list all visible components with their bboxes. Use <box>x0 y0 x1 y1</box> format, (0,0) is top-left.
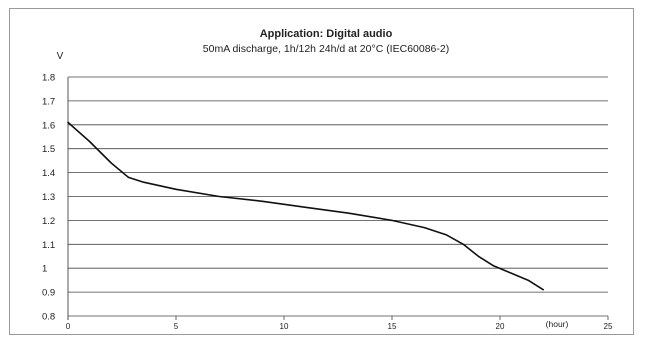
series-line <box>67 121 545 291</box>
y-tick-label: 1.3 <box>42 192 55 203</box>
x-tick-label: 10 <box>280 322 289 331</box>
x-tick-label: 25 <box>604 322 613 331</box>
y-axis-label: V <box>57 51 64 62</box>
chart-subtitle: 50mA discharge, 1h/12h 24h/d at 20°C (IE… <box>203 43 449 55</box>
y-tick-label: 1 <box>42 264 47 275</box>
y-tick-label: 1.5 <box>42 144 55 155</box>
y-tick-label: 1.1 <box>42 240 55 251</box>
y-tick-label: 1.2 <box>42 216 55 227</box>
y-tick-label: 0.9 <box>42 288 55 299</box>
y-tick-label: 1.7 <box>42 96 55 107</box>
y-tick-label: 0.8 <box>42 312 55 323</box>
x-tick-label: 5 <box>174 322 179 331</box>
y-tick-label: 1.4 <box>42 168 55 179</box>
y-tick-label: 1.6 <box>42 120 55 131</box>
chart-title: Application: Digital audio <box>260 28 393 40</box>
x-tick-label: 0 <box>66 322 71 331</box>
x-tick-label: 20 <box>496 322 505 331</box>
x-tick-label: 15 <box>388 322 397 331</box>
y-tick-label: 1.8 <box>42 73 55 84</box>
x-axis-label: (hour) <box>546 319 569 329</box>
